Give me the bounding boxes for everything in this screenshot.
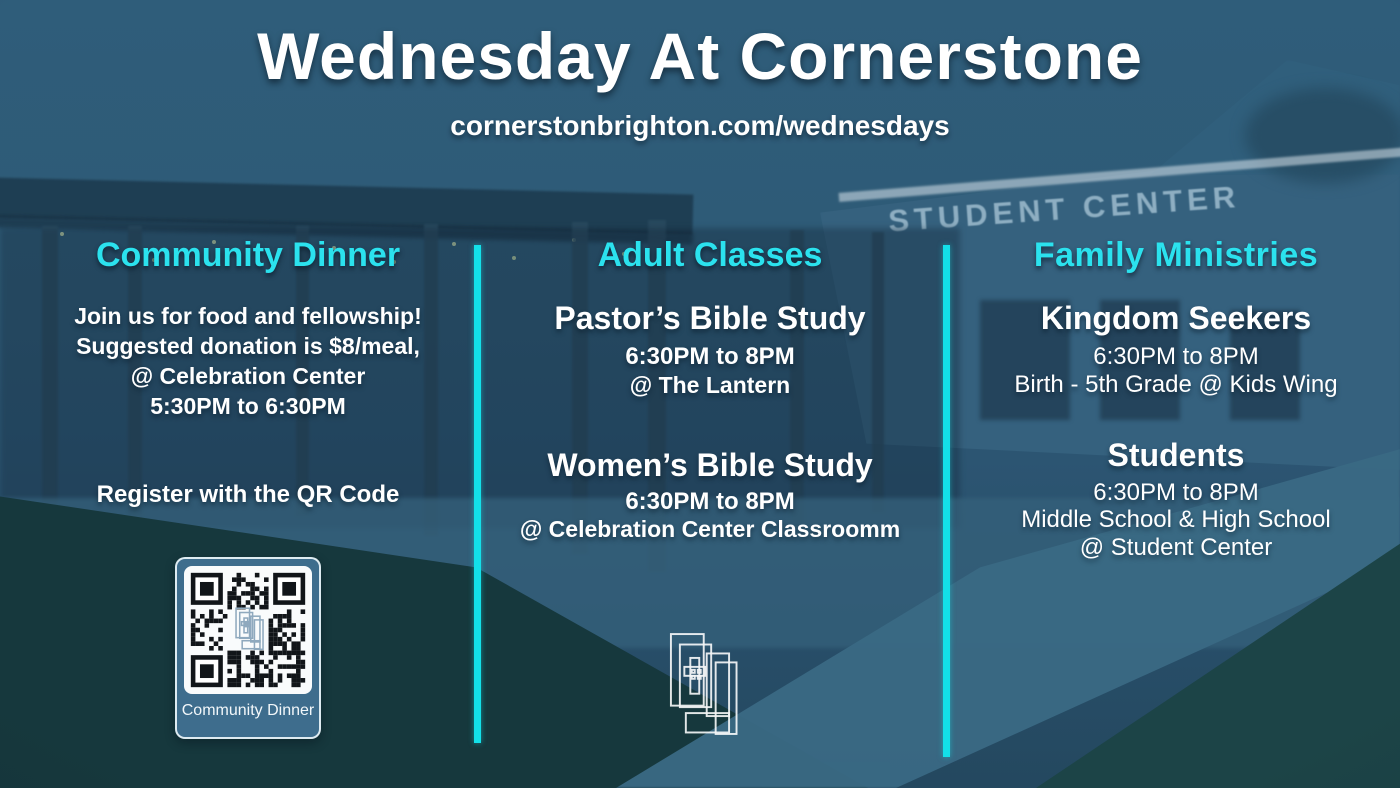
pergola-post: [42, 226, 58, 556]
string-lights: [60, 232, 64, 236]
event-time: 6:30PM to 8PM: [625, 343, 795, 370]
event-location: @ Celebration Center Classroomm: [519, 516, 901, 542]
event-name: Pastor’s Bible Study: [554, 300, 866, 336]
building-window: [1230, 310, 1300, 420]
pergola-post: [572, 222, 588, 554]
event-time: 6:30PM to 8PM: [1093, 479, 1259, 506]
event-time: 6:30PM to 8PM: [1093, 343, 1259, 370]
family-ministries-heading: Family Ministries: [1033, 236, 1319, 274]
event-location: Birth - 5th Grade @ Kids Wing: [1014, 371, 1338, 398]
description-line: @ Celebration Center: [130, 363, 366, 389]
qr-card-label: Community Dinner: [181, 702, 315, 719]
description-line: Suggested donation is $8/meal,: [76, 333, 420, 359]
pergola-post: [424, 224, 438, 536]
pergola-post: [790, 230, 804, 530]
qr-code-pattern: [190, 572, 306, 688]
event-location: @ Student Center: [1079, 534, 1273, 561]
description-line: Join us for food and fellowship!: [74, 303, 422, 329]
pergola-post: [648, 220, 666, 572]
event-name: Women’s Bible Study: [547, 447, 873, 483]
column-community-dinner: Community Dinner Join us for food and fe…: [20, 0, 476, 788]
cornerstone-logo-icon: [235, 607, 264, 651]
column-family-ministries: Family Ministries Kingdom Seekers 6:30PM…: [956, 0, 1396, 788]
event-name: Students: [1107, 437, 1245, 473]
community-dinner-description: Join us for food and fellowship! Suggest…: [20, 301, 476, 421]
qr-code: [184, 566, 312, 694]
column-divider-right: [943, 245, 950, 757]
page-title: Wednesday At Cornerstone: [257, 19, 1143, 93]
register-prompt: Register with the QR Code: [96, 481, 400, 508]
event-name: Kingdom Seekers: [1040, 300, 1312, 336]
column-divider-left: [474, 245, 481, 743]
column-adult-classes: Adult Classes Pastor’s Bible Study 6:30P…: [484, 0, 936, 788]
event-location: @ The Lantern: [629, 372, 791, 398]
pergola-post: [128, 226, 142, 526]
community-dinner-heading: Community Dinner: [95, 236, 401, 274]
qr-card: Community Dinner: [175, 557, 321, 739]
cornerstone-logo: [669, 633, 738, 735]
building-window: [1100, 300, 1180, 420]
event-time: 6:30PM to 8PM: [625, 488, 795, 515]
description-line: 5:30PM to 6:30PM: [150, 393, 346, 419]
adult-classes-heading: Adult Classes: [597, 236, 823, 274]
pergola-post: [872, 232, 884, 512]
event-location: Middle School & High School: [1021, 506, 1331, 533]
pergola-post: [296, 226, 309, 516]
building-window: [980, 300, 1070, 420]
website-url: cornerstonbrighton.com/wednesdays: [450, 110, 950, 141]
